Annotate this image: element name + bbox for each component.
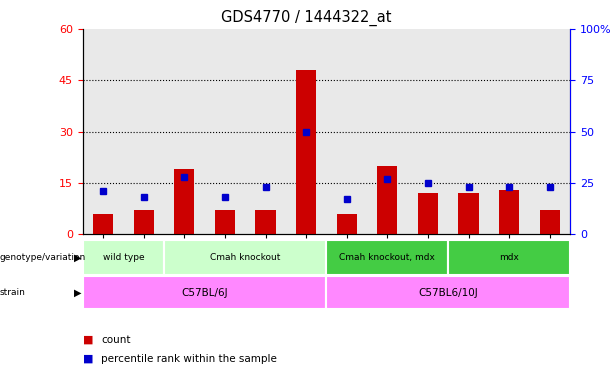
Text: C57BL/6J: C57BL/6J (181, 288, 228, 298)
Bar (367, 29, 408, 234)
Text: ■: ■ (83, 354, 93, 364)
Text: percentile rank within the sample: percentile rank within the sample (101, 354, 277, 364)
Text: wild type: wild type (102, 253, 144, 262)
Bar (215, 210, 235, 234)
Bar (408, 29, 448, 234)
Bar (337, 214, 357, 234)
Text: mdx: mdx (499, 253, 519, 262)
Text: C57BL6/10J: C57BL6/10J (419, 288, 478, 298)
Bar (418, 193, 438, 234)
Bar (296, 70, 316, 234)
Text: GDS4770 / 1444322_at: GDS4770 / 1444322_at (221, 10, 392, 26)
Bar (539, 210, 560, 234)
Text: count: count (101, 335, 131, 345)
Bar (256, 210, 276, 234)
Bar (286, 29, 327, 234)
Bar (245, 29, 286, 234)
Bar (499, 190, 519, 234)
Bar (489, 29, 530, 234)
Bar (174, 169, 194, 234)
Bar (530, 29, 570, 234)
Bar (134, 210, 154, 234)
Bar (459, 193, 479, 234)
Text: Cmah knockout, mdx: Cmah knockout, mdx (340, 253, 435, 262)
Bar (93, 214, 113, 234)
Bar (448, 29, 489, 234)
Text: ▶: ▶ (74, 252, 82, 262)
Bar (83, 29, 123, 234)
Bar (377, 166, 397, 234)
Bar (327, 29, 367, 234)
Text: genotype/variation: genotype/variation (0, 253, 86, 262)
Bar (123, 29, 164, 234)
Bar (164, 29, 205, 234)
Text: strain: strain (0, 288, 26, 297)
Text: Cmah knockout: Cmah knockout (210, 253, 280, 262)
Text: ▶: ▶ (74, 288, 82, 298)
Bar (205, 29, 245, 234)
Text: ■: ■ (83, 335, 93, 345)
